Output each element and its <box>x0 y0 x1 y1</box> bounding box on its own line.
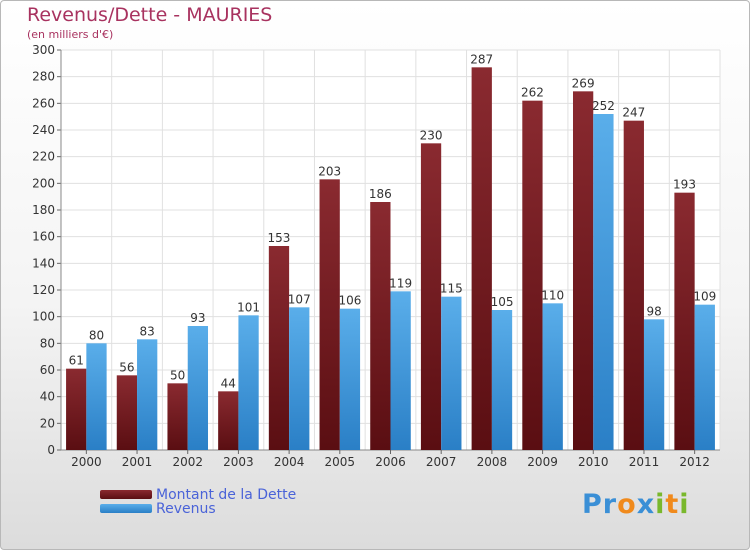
bar-dette <box>471 67 492 450</box>
bar-value-label: 193 <box>673 178 696 192</box>
x-tick-label: 2001 <box>122 455 153 469</box>
bar-revenus <box>187 326 209 450</box>
x-tick-label: 2000 <box>71 455 102 469</box>
chart-subtitle: (en milliers d'€) <box>27 28 114 41</box>
bar-value-label: 93 <box>190 311 205 325</box>
y-tick-label: 40 <box>40 390 55 404</box>
bar-value-label: 230 <box>420 128 443 142</box>
bar-dette <box>623 120 644 451</box>
bar-revenus <box>137 339 158 450</box>
y-tick-label: 100 <box>32 310 55 324</box>
bar-value-label: 106 <box>338 294 361 308</box>
bar-value-label: 252 <box>592 99 615 113</box>
y-tick-label: 200 <box>32 176 55 190</box>
legend-swatch-revenus <box>100 504 152 513</box>
bar-value-label: 101 <box>237 300 260 314</box>
y-tick-label: 220 <box>32 150 55 164</box>
logo-letter: r <box>602 489 618 520</box>
bar-dette <box>674 192 695 450</box>
bar-revenus <box>339 308 361 450</box>
bar-value-label: 83 <box>140 324 155 338</box>
x-tick-label: 2011 <box>629 455 660 469</box>
bar-revenus <box>694 304 715 450</box>
y-tick-label: 80 <box>40 336 55 350</box>
y-tick-label: 120 <box>32 283 55 297</box>
bar-value-label: 115 <box>440 282 463 296</box>
x-tick-label: 2009 <box>527 455 558 469</box>
bar-value-label: 50 <box>170 368 185 382</box>
bar-dette <box>66 368 87 450</box>
bar-value-label: 61 <box>69 354 84 368</box>
bar-value-label: 186 <box>369 187 392 201</box>
bar-value-label: 105 <box>491 295 514 309</box>
bar-value-label: 44 <box>221 376 236 390</box>
bar-dette <box>370 202 391 450</box>
y-tick-label: 140 <box>32 256 55 270</box>
bar-revenus <box>542 303 563 450</box>
logo-letter: i <box>679 489 690 520</box>
bar-value-label: 80 <box>89 328 104 342</box>
bar-dette <box>572 91 594 450</box>
bar-dette <box>167 383 188 450</box>
y-tick-label: 280 <box>32 70 55 84</box>
logo-letter: t <box>665 489 680 520</box>
bar-value-label: 56 <box>119 360 134 374</box>
logo-letter: P <box>582 489 603 520</box>
bar-revenus <box>441 296 462 450</box>
bar-revenus <box>289 307 310 450</box>
bar-value-label: 269 <box>572 76 595 90</box>
x-tick-label: 2007 <box>426 455 457 469</box>
y-tick-label: 60 <box>40 363 55 377</box>
bar-value-label: 153 <box>268 231 291 245</box>
legend-swatch-dette <box>100 490 152 499</box>
y-tick-label: 20 <box>40 416 55 430</box>
logo-letter: i <box>655 489 666 520</box>
bar-value-label: 287 <box>470 52 493 66</box>
y-tick-label: 300 <box>32 43 55 57</box>
bar-dette <box>116 375 138 450</box>
y-tick-label: 180 <box>32 203 55 217</box>
bar-dette <box>420 143 442 451</box>
x-tick-label: 2002 <box>172 455 203 469</box>
bar-value-label: 98 <box>646 304 661 318</box>
bar-dette <box>218 391 239 450</box>
bar-revenus <box>491 310 513 450</box>
logo-letter: o <box>617 489 637 520</box>
bar-value-label: 262 <box>521 86 544 100</box>
bar-value-label: 107 <box>288 292 311 306</box>
bar-value-label: 109 <box>693 290 716 304</box>
bar-revenus <box>86 343 107 450</box>
bar-dette <box>319 179 340 451</box>
x-tick-label: 2005 <box>325 455 356 469</box>
bar-value-label: 203 <box>318 164 341 178</box>
y-tick-label: 260 <box>32 96 55 110</box>
y-tick-label: 240 <box>32 123 55 137</box>
bar-value-label: 247 <box>622 106 645 120</box>
logo-letter: x <box>636 489 656 520</box>
bar-revenus <box>238 315 259 450</box>
x-tick-label: 2010 <box>578 455 609 469</box>
bar-revenus <box>390 291 411 450</box>
x-tick-label: 2006 <box>375 455 406 469</box>
bar-revenus <box>643 319 665 450</box>
x-tick-label: 2004 <box>274 455 305 469</box>
x-tick-label: 2012 <box>679 455 710 469</box>
y-tick-label: 160 <box>32 230 55 244</box>
x-tick-label: 2003 <box>223 455 254 469</box>
y-tick-label: 0 <box>47 443 55 457</box>
bar-revenus <box>593 114 614 450</box>
bar-dette <box>522 100 543 451</box>
bar-dette <box>268 246 290 450</box>
proxiti-logo: Proxiti <box>582 489 690 520</box>
legend-label-dette: Montant de la Dette <box>156 487 297 503</box>
x-tick-label: 2008 <box>477 455 508 469</box>
bar-value-label: 119 <box>389 276 412 290</box>
chart-title: Revenus/Dette - MAURIES <box>27 4 273 26</box>
legend-label-revenus: Revenus <box>156 501 216 517</box>
bar-value-label: 110 <box>541 288 564 302</box>
